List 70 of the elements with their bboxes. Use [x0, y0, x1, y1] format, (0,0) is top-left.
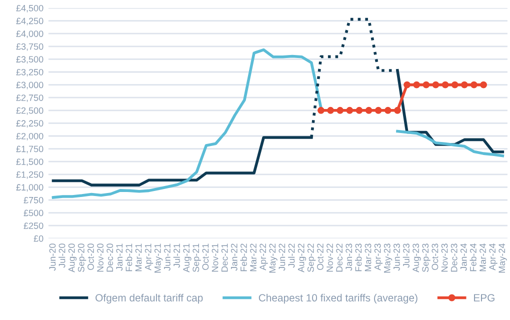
x-tick-label: Dec-23	[450, 244, 458, 272]
legend-label: EPG	[474, 294, 494, 302]
legend-label: Ofgem default tariff cap	[96, 294, 203, 304]
y-tick-label: £2,250	[16, 120, 44, 128]
y-tick-label: £4,500	[16, 4, 44, 12]
y-tick-label: £0	[34, 235, 44, 242]
x-tick-label: Sep-22	[307, 244, 316, 272]
x-tick-label: Apr-23	[374, 244, 383, 270]
y-tick-label: £1,250	[16, 171, 44, 179]
y-tick-label: £3,500	[16, 56, 44, 64]
x-tick-label: Mar-22	[250, 244, 256, 272]
x-tick-label: Jul-20	[58, 244, 66, 268]
x-tick-label: Mar-23	[364, 244, 372, 272]
x-tick-label: Apr-24	[489, 244, 498, 270]
x-tick-label: Feb-24	[470, 244, 476, 272]
y-tick-label: £4,000	[16, 30, 44, 38]
x-tick-label: Mar-21	[135, 244, 142, 272]
x-tick-label: Oct-23	[432, 244, 438, 270]
y-tick-label: £3,750	[16, 43, 44, 51]
x-tick-label: May-22	[269, 244, 278, 273]
x-tick-label: May-21	[154, 244, 163, 273]
x-tick-label: Aug-23	[412, 244, 421, 272]
y-tick-label: £500	[24, 210, 44, 216]
x-tick-label: Jan-23	[346, 244, 352, 271]
x-tick-label: May-24	[498, 244, 507, 273]
y-tick-label: £1,000	[16, 184, 44, 192]
x-tick-label: Feb-21	[126, 244, 132, 272]
x-tick-label: Jan-24	[460, 244, 467, 271]
y-tick-label: £1,500	[16, 158, 44, 166]
x-tick-label: Jul-21	[173, 244, 180, 268]
y-tick-label: £3,000	[16, 82, 44, 90]
x-tick-label: May-23	[384, 244, 392, 273]
x-tick-label: Nov-23	[441, 244, 448, 272]
x-tick-label: Jun-23	[394, 244, 400, 271]
x-tick-label: Aug-21	[183, 244, 192, 272]
x-tick-label: Feb-22	[240, 244, 247, 272]
y-tick-label: £2,500	[16, 107, 44, 115]
x-tick-label: Jun-22	[278, 244, 286, 271]
x-tick-label: Dec-22	[336, 244, 343, 272]
x-tick-label: Jul-22	[288, 244, 295, 268]
x-tick-label: Feb-23	[355, 244, 362, 272]
x-tick-label: Apr-22	[260, 244, 268, 270]
y-tick-label: £2,750	[16, 94, 44, 102]
x-tick-label: Dec-20	[106, 244, 114, 272]
x-tick-label: Nov-20	[97, 244, 104, 272]
y-tick-label: £2,000	[16, 132, 44, 140]
y-tick-label: £4,250	[16, 18, 44, 26]
x-tick-label: Jan-22	[230, 244, 238, 271]
x-tick-label: Oct-22	[317, 244, 324, 270]
x-tick-label: Nov-22	[326, 244, 333, 272]
x-tick-label: Nov-21	[212, 244, 218, 272]
legend-label: Cheapest 10 fixed tariffs (average)	[258, 294, 418, 304]
x-tick-label: Dec-21	[221, 244, 228, 272]
y-tick-label: £3,250	[16, 68, 44, 76]
x-tick-label: Jan-21	[116, 244, 123, 271]
x-tick-label: Oct-21	[202, 244, 209, 270]
y-tick-label: £750	[24, 196, 44, 204]
x-tick-label: Oct-20	[88, 244, 94, 270]
x-tick-label: Apr-21	[144, 244, 154, 270]
x-tick-label: Jun-21	[164, 244, 170, 271]
y-tick-label: £250	[24, 222, 44, 229]
x-tick-label: Jul-23	[402, 244, 410, 268]
x-tick-label: Aug-22	[298, 244, 306, 272]
x-tick-label: Mar-24	[480, 244, 486, 272]
x-tick-label: Sep-20	[78, 244, 86, 272]
y-tick-label: £1,750	[16, 146, 44, 154]
x-tick-label: Sep-23	[422, 244, 430, 272]
x-tick-label: Sep-21	[192, 244, 201, 272]
x-tick-label: Aug-20	[68, 244, 77, 272]
x-tick-label: Jun-20	[49, 244, 56, 271]
